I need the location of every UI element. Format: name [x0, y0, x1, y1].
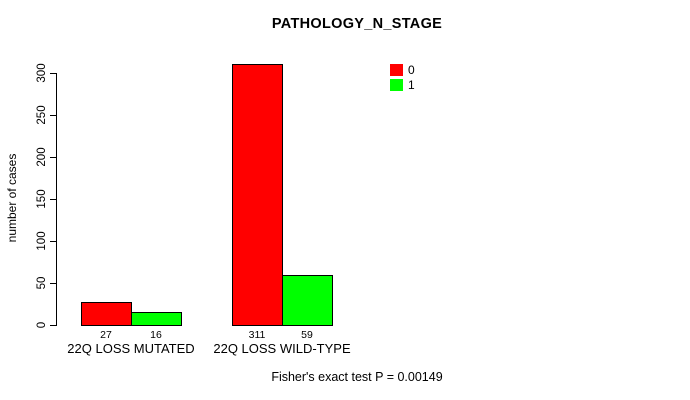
y-axis-tick-label: 100 — [36, 231, 48, 251]
y-axis-tick-label: 50 — [36, 276, 48, 290]
legend-item: 1 — [390, 77, 415, 92]
legend-swatch — [390, 63, 403, 76]
bar — [131, 312, 182, 326]
y-axis-tick — [50, 73, 56, 74]
category-label: 22Q LOSS WILD-TYPE — [213, 341, 351, 356]
y-axis-tick — [50, 157, 56, 158]
y-axis-tick-label: 200 — [36, 147, 48, 167]
bar-count-label: 311 — [248, 329, 266, 341]
chart-title: PATHOLOGY_N_STAGE — [271, 16, 443, 32]
stat-annotation: Fisher's exact test P = 0.00149 — [271, 370, 443, 384]
y-axis-tick — [50, 241, 56, 242]
y-axis-tick-label: 250 — [36, 105, 48, 125]
y-axis-label: number of cases — [5, 153, 19, 243]
legend-label: 1 — [408, 77, 415, 92]
bar-count-label: 59 — [301, 329, 313, 341]
legend-item: 0 — [390, 62, 415, 77]
bar — [282, 275, 333, 326]
y-axis-tick — [50, 199, 56, 200]
y-axis-tick-label: 0 — [36, 321, 48, 329]
legend-label: 0 — [408, 62, 415, 77]
y-axis-tick-label: 150 — [36, 189, 48, 209]
y-axis-line — [56, 73, 57, 326]
bar-count-label: 16 — [150, 329, 162, 341]
bar-count-label: 27 — [100, 329, 112, 341]
y-axis-tick-label: 300 — [36, 63, 48, 83]
y-axis-tick — [50, 325, 56, 326]
category-label: 22Q LOSS MUTATED — [67, 341, 195, 356]
legend-swatch — [390, 78, 403, 91]
bar — [81, 302, 132, 326]
y-axis-tick — [50, 115, 56, 116]
bar — [232, 64, 283, 326]
y-axis-tick — [50, 283, 56, 284]
